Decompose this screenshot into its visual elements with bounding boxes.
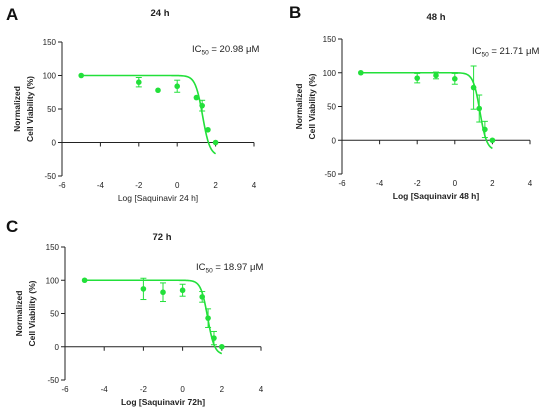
- data-point: [205, 126, 211, 133]
- ic50-annotation: IC50 = 18.97 μM: [196, 262, 263, 275]
- data-point: [174, 83, 180, 90]
- y-tick-label: 100: [46, 276, 60, 285]
- x-tick-label: 4: [528, 179, 533, 188]
- data-point: [452, 76, 458, 82]
- y-tick-label: 0: [52, 139, 57, 148]
- x-tick-label: 4: [252, 181, 257, 190]
- y-tick-label: 50: [327, 103, 336, 112]
- x-axis-label: Log [Saquinavir 48 h]: [393, 191, 480, 201]
- data-point: [199, 294, 205, 300]
- ic50-subscript: 50: [482, 52, 490, 59]
- x-tick-label: 2: [213, 181, 218, 190]
- x-tick-label: -6: [58, 181, 66, 190]
- data-point: [136, 79, 142, 85]
- data-point: [482, 126, 488, 133]
- data-point: [476, 105, 483, 112]
- ic50-subscript: 50: [206, 268, 214, 275]
- ic50-prefix: IC: [472, 46, 482, 57]
- data-point: [470, 84, 477, 91]
- y-tick-label: 50: [47, 105, 56, 114]
- x-tick-label: 0: [180, 385, 185, 394]
- y-tick-label: -50: [324, 170, 336, 179]
- x-tick-label: 0: [453, 179, 458, 188]
- ic50-value: = 18.97 μM: [213, 262, 264, 273]
- panel-letter: B: [289, 3, 301, 22]
- y-tick-label: 0: [332, 136, 337, 145]
- x-tick-label: -4: [97, 181, 105, 190]
- data-point: [140, 286, 147, 292]
- ic50-value: = 20.98 μM: [209, 44, 260, 55]
- data-point: [193, 94, 200, 101]
- x-tick-label: -4: [101, 385, 109, 394]
- data-point: [155, 87, 161, 94]
- ic50-prefix: IC: [192, 44, 202, 55]
- panel-letter: A: [6, 5, 18, 24]
- y-axis-label: Cell Viability (%): [307, 73, 317, 139]
- y-tick-label: -50: [44, 172, 56, 181]
- y-axis-label: Normalized: [294, 84, 304, 130]
- x-tick-label: 2: [490, 179, 495, 188]
- y-axis-label: Normalized: [14, 291, 24, 337]
- fit-curve: [81, 74, 217, 155]
- data-point: [78, 72, 84, 79]
- panel-c: C 72 h -50 0 50 100 150 -6 -4 -2 0 2 4 Log [Saquinavi…: [6, 217, 264, 407]
- y-tick-label: 150: [46, 243, 60, 252]
- fit-curve: [84, 279, 223, 355]
- fit-curve: [360, 71, 493, 150]
- panel-letter: C: [6, 217, 18, 236]
- y-tick-label: 150: [43, 38, 57, 47]
- ic50-subscript: 50: [202, 50, 210, 57]
- data-point: [414, 75, 421, 81]
- data-point: [160, 289, 166, 296]
- panel-b: B 48 h -50 0 50 100 150 -6 -4 -2 0 2 4 Log [Saquinavi…: [289, 3, 539, 201]
- data-point: [433, 72, 439, 79]
- data-point: [205, 315, 211, 321]
- data-point: [489, 137, 496, 144]
- x-tick-label: -2: [140, 385, 148, 394]
- data-point: [212, 139, 219, 146]
- y-tick-label: 0: [55, 343, 60, 352]
- data-point: [211, 335, 217, 341]
- x-tick-label: -2: [135, 181, 143, 190]
- y-tick-label: 100: [43, 72, 57, 81]
- y-tick-label: -50: [47, 376, 59, 385]
- y-tick-label: 100: [323, 69, 337, 78]
- y-tick-label: 50: [50, 310, 59, 319]
- x-tick-label: -6: [338, 179, 346, 188]
- panel-title: 48 h: [426, 12, 445, 23]
- x-tick-label: -4: [376, 179, 384, 188]
- data-point: [179, 287, 186, 294]
- data-point: [81, 277, 88, 284]
- x-tick-label: 0: [175, 181, 180, 190]
- ic50-annotation: IC50 = 20.98 μM: [192, 44, 259, 57]
- x-tick-label: 2: [220, 385, 225, 394]
- panel-title: 24 h: [150, 8, 169, 19]
- y-axis-label: Cell Viability (%): [27, 280, 37, 346]
- data-point: [358, 69, 364, 76]
- ic50-annotation: IC50 = 21.71 μM: [472, 46, 539, 59]
- x-tick-label: -6: [61, 385, 69, 394]
- ic50-value: = 21.71 μM: [489, 46, 540, 57]
- panel-title: 72 h: [152, 232, 171, 243]
- y-axis-label: Cell Viability (%): [25, 76, 35, 142]
- data-point: [199, 102, 205, 109]
- x-tick-label: 4: [259, 385, 264, 394]
- y-axis-label: Normalized: [12, 86, 22, 132]
- data-point: [219, 343, 225, 350]
- ic50-prefix: IC: [196, 262, 206, 273]
- x-axis-label: Log [Saquinavir 24 h]: [118, 193, 198, 203]
- y-tick-label: 150: [323, 35, 337, 44]
- x-axis-label: Log [Saquinavir 72h]: [121, 397, 205, 407]
- x-tick-label: -2: [414, 179, 422, 188]
- panel-a: A 24 h -50 0 50 100 150 -6 -4 -2 0 2 4 Log [Saquinavi…: [6, 5, 259, 203]
